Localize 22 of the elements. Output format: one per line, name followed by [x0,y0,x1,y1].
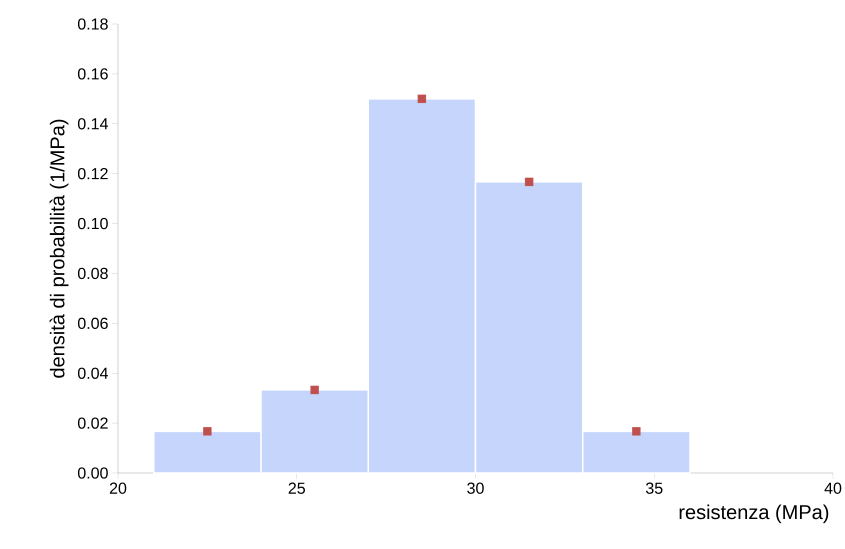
y-tick-label: 0.02 [78,417,108,429]
x-tick-label: 40 [824,482,842,494]
point [418,94,426,104]
y-tick-label: 0.00 [78,467,108,479]
y-tick-label: 0.12 [78,168,108,180]
y-tick-label: 0.04 [78,368,108,379]
point [524,178,534,186]
point [632,427,641,436]
y-tick-label: 0.16 [78,68,108,80]
y-tick-label: 0.06 [78,318,108,329]
y-tick-label: 0.18 [78,18,108,30]
y-tick-label: 0.08 [78,268,108,280]
y-axis-title: densità di probabilità (1/MPa) [50,120,68,378]
y-tick-label: 0.10 [78,218,108,230]
x-tick-label: 35 [646,482,662,494]
x-tick-label: 20 [110,482,126,494]
x-axis-title: resistenza (MPa) [680,504,828,524]
y-tick-label: 0.14 [78,118,108,130]
point [310,386,319,394]
x-tick-label: 25 [288,482,305,494]
point [203,427,212,436]
x-tick-label: 30 [467,482,484,494]
